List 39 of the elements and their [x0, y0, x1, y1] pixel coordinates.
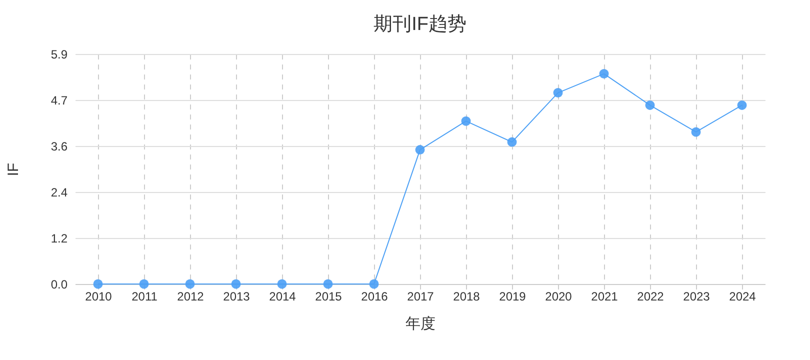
- x-tick-label: 2010: [85, 290, 112, 304]
- y-tick-label: 1.2: [50, 232, 68, 246]
- point: [691, 127, 701, 137]
- x-tick-label: 2018: [453, 290, 480, 304]
- point: [369, 279, 379, 289]
- x-tick-label: 2017: [407, 290, 434, 304]
- point: [185, 279, 195, 289]
- y-axis-title: IF: [4, 162, 22, 176]
- point: [737, 100, 747, 110]
- x-tick-label: 2024: [729, 290, 756, 304]
- x-tick-label: 2019: [499, 290, 526, 304]
- y-tick-label: 0.0: [50, 278, 68, 292]
- point: [415, 145, 425, 155]
- point: [93, 279, 103, 289]
- x-tick-label: 2022: [637, 290, 664, 304]
- x-tick-label: 2020: [545, 290, 572, 304]
- point: [599, 69, 609, 79]
- y-tick-label: 5.9: [50, 48, 68, 62]
- x-tick-label: 2012: [177, 290, 204, 304]
- point: [645, 100, 655, 110]
- x-tick-label: 2011: [132, 290, 158, 304]
- point: [277, 279, 287, 289]
- chart-title: 期刊IF趋势: [374, 14, 466, 35]
- x-tick-label: 2013: [223, 290, 250, 304]
- point: [323, 279, 333, 289]
- point: [553, 88, 563, 98]
- x-tick-label: 2015: [315, 290, 342, 304]
- x-tick-label: 2021: [591, 290, 618, 304]
- x-tick-label: 2014: [269, 290, 296, 304]
- x-tick-label: 2023: [683, 290, 710, 304]
- point: [461, 116, 471, 126]
- point: [507, 137, 517, 147]
- x-axis-title: 年度: [406, 316, 436, 332]
- y-tick-label: 4.7: [50, 94, 68, 108]
- point: [231, 279, 241, 289]
- y-tick-label: 2.4: [50, 186, 68, 200]
- x-tick-label: 2016: [361, 290, 388, 304]
- y-tick-label: 3.6: [50, 140, 68, 154]
- point: [139, 279, 149, 289]
